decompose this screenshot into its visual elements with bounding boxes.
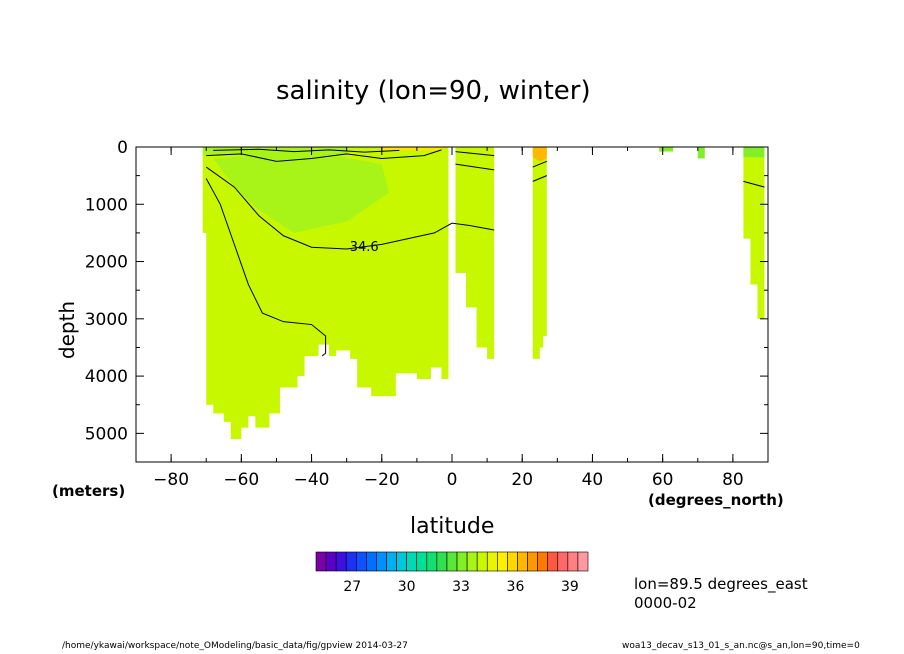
contour-deep bbox=[205, 178, 327, 357]
colorbar-cell-4 bbox=[355, 551, 367, 572]
colorbar-tick-1: 30 bbox=[398, 579, 416, 595]
colorbar-cell-23 bbox=[547, 551, 559, 572]
y-tick-label-3: 3000 bbox=[85, 310, 128, 330]
y-tick-label-0: 0 bbox=[117, 138, 128, 158]
x-tick-label-6: 40 bbox=[582, 470, 604, 490]
field-column-25n bbox=[532, 147, 547, 359]
y-tick-label-2: 2000 bbox=[85, 253, 128, 273]
footer-left: /home/ykawai/workspace/note_OModeling/ba… bbox=[62, 641, 408, 651]
colorbar-cell-26 bbox=[577, 551, 589, 572]
contour-shallow-1 bbox=[206, 149, 442, 162]
contour-arctic bbox=[743, 180, 765, 188]
y-axis-units: (meters) bbox=[52, 482, 126, 500]
x-tick-label-8: 80 bbox=[722, 470, 744, 490]
colorbar-cell-2 bbox=[335, 551, 347, 572]
contour-eq-2 bbox=[455, 163, 495, 171]
colorbar-cell-3 bbox=[345, 551, 357, 572]
colorbar-tick-3: 36 bbox=[507, 579, 525, 595]
colorbar-cell-9 bbox=[406, 551, 418, 572]
time-info: 0000-02 bbox=[634, 594, 697, 612]
x-tick-label-4: 0 bbox=[447, 470, 458, 490]
field-arctic-strip bbox=[743, 147, 765, 319]
colorbar-cell-24 bbox=[557, 551, 569, 572]
x-tick-label-5: 20 bbox=[511, 470, 533, 490]
colorbar-cell-14 bbox=[456, 551, 468, 572]
colorbar-cell-8 bbox=[396, 551, 407, 572]
field-patch-60n bbox=[659, 147, 674, 152]
y-tick-label-5: 5000 bbox=[85, 424, 128, 444]
field-equator-column bbox=[455, 147, 495, 359]
y-tick-label-4: 4000 bbox=[85, 367, 128, 387]
colorbar-cell-1 bbox=[325, 551, 337, 572]
y-axis-label: depth bbox=[55, 300, 80, 360]
x-axis-label: latitude bbox=[410, 514, 495, 539]
field-deep-column bbox=[215, 353, 219, 394]
x-tick-label-2: −40 bbox=[294, 470, 330, 490]
field-surface-streak bbox=[381, 147, 442, 151]
colorbar-cell-0 bbox=[315, 551, 327, 572]
field-arctic-surface bbox=[743, 147, 765, 158]
colorbar-cell-19 bbox=[507, 551, 518, 572]
x-tick-label-3: −20 bbox=[364, 470, 400, 490]
contour-25n-2 bbox=[532, 175, 547, 182]
colorbar-cell-21 bbox=[527, 551, 538, 572]
colorbar-cell-13 bbox=[446, 551, 458, 572]
x-tick-label-7: 60 bbox=[652, 470, 674, 490]
x-tick-label-1: −60 bbox=[223, 470, 259, 490]
colorbar-cell-15 bbox=[466, 551, 478, 572]
field-patch-71n bbox=[697, 147, 705, 159]
colorbar-cell-18 bbox=[497, 551, 508, 572]
colorbar-cell-5 bbox=[366, 551, 377, 572]
colorbar-cell-22 bbox=[537, 551, 549, 572]
colorbar-cell-20 bbox=[517, 551, 528, 572]
colorbar-cell-6 bbox=[376, 551, 387, 572]
colorbar-cell-7 bbox=[386, 551, 397, 572]
contour-label: 34.6 bbox=[350, 240, 379, 255]
field-high-salinity-25n bbox=[532, 147, 547, 162]
chart-title: salinity (lon=90, winter) bbox=[276, 76, 591, 106]
x-tick-label-0: −80 bbox=[153, 470, 189, 490]
colorbar-cell-11 bbox=[426, 551, 438, 572]
colorbar-cell-10 bbox=[416, 551, 428, 572]
field-fresher-lobe bbox=[213, 151, 389, 233]
colorbar-tick-0: 27 bbox=[343, 579, 361, 595]
colorbar-cell-12 bbox=[436, 551, 448, 572]
colorbar-cell-17 bbox=[486, 551, 498, 572]
colorbar-cell-16 bbox=[476, 551, 488, 572]
longitude-info: lon=89.5 degrees_east bbox=[634, 575, 808, 593]
footer-right: woa13_decav_s13_01_s_an.nc@s_an,lon=90,t… bbox=[622, 641, 860, 651]
colorbar-tick-2: 33 bbox=[452, 579, 470, 595]
colorbar-cell-25 bbox=[567, 551, 579, 572]
y-tick-label-1: 1000 bbox=[85, 195, 128, 215]
contour-34-6 bbox=[205, 166, 495, 250]
field-surface-band bbox=[202, 147, 347, 156]
x-axis-units: (degrees_north) bbox=[648, 491, 784, 509]
colorbar-tick-4: 39 bbox=[561, 579, 579, 595]
contour-25n-1 bbox=[532, 160, 547, 168]
contour-eq-1 bbox=[455, 151, 495, 157]
